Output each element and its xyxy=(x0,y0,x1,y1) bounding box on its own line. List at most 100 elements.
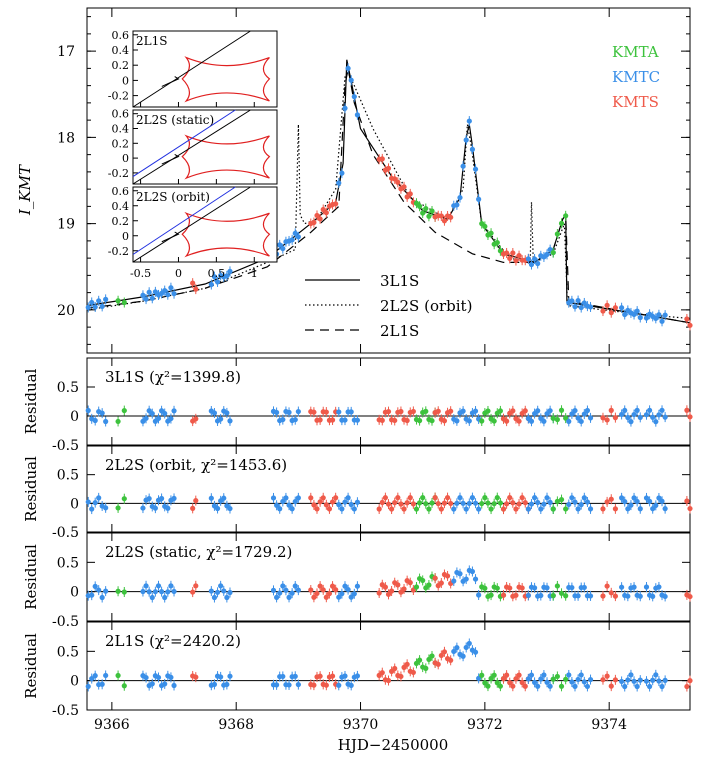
data-point xyxy=(165,292,171,298)
residual-point xyxy=(619,495,625,501)
residual-point xyxy=(544,679,550,685)
residual-y-axis-label: Residual xyxy=(22,456,40,522)
residual-point xyxy=(460,653,466,659)
residual-point xyxy=(342,417,348,423)
residual-point xyxy=(292,417,298,423)
residual-point xyxy=(193,674,199,680)
inset-label: 2L1S xyxy=(136,34,167,48)
residual-point xyxy=(432,575,438,581)
residual-point xyxy=(401,506,407,512)
data-point xyxy=(311,219,317,226)
residual-point xyxy=(687,414,693,420)
residual-point xyxy=(547,499,553,505)
residual-point xyxy=(587,676,594,683)
inset-ytick-label: 0.6 xyxy=(112,185,130,198)
residual-point xyxy=(656,584,662,590)
residual-point xyxy=(277,590,283,596)
data-point xyxy=(171,291,177,297)
residual-ytick-label: 0.5 xyxy=(57,380,79,396)
residual-point xyxy=(604,499,610,505)
residual-point xyxy=(392,500,398,506)
residual-point xyxy=(581,411,587,417)
residual-point xyxy=(566,672,572,678)
residual-point xyxy=(466,418,472,424)
residual-point xyxy=(451,506,457,512)
residual-point xyxy=(653,419,659,425)
data-point xyxy=(214,279,221,285)
residual-point xyxy=(92,417,98,424)
residual-point xyxy=(625,677,631,683)
residual-point xyxy=(488,592,494,598)
residual-point xyxy=(314,590,320,597)
residual-point xyxy=(622,499,628,505)
main-ytick-label: 19 xyxy=(57,217,75,233)
data-point xyxy=(190,280,196,286)
residual-point xyxy=(625,593,631,599)
data-point xyxy=(115,298,121,304)
data-point xyxy=(227,268,233,274)
residual-point xyxy=(317,673,323,679)
residual-point xyxy=(317,499,323,505)
data-point xyxy=(345,65,351,71)
data-point xyxy=(659,318,665,324)
residual-point xyxy=(500,592,507,598)
data-point xyxy=(482,223,488,230)
residual-point xyxy=(637,414,643,420)
residual-point xyxy=(354,417,361,423)
residual-point xyxy=(423,665,429,671)
data-point xyxy=(572,304,578,310)
inset-ytick-label: 0.2 xyxy=(112,215,130,228)
residual-point xyxy=(416,418,423,424)
residual-point xyxy=(563,415,569,421)
inset-xtick-label: -0.5 xyxy=(130,267,151,280)
residual-point xyxy=(398,408,404,415)
residual-point xyxy=(516,672,522,678)
residual-point xyxy=(619,411,625,418)
residual-point xyxy=(103,672,109,679)
residual-point xyxy=(538,506,544,512)
residual-point xyxy=(149,681,155,687)
caustic-curve xyxy=(181,56,271,103)
residual-point xyxy=(500,676,507,682)
residual-point xyxy=(463,506,469,512)
residual-point xyxy=(345,495,351,501)
data-point xyxy=(581,300,587,306)
inset-frame xyxy=(132,109,278,185)
data-point xyxy=(563,213,569,219)
residual-point xyxy=(622,683,628,690)
residual-point xyxy=(563,593,569,599)
residual-point xyxy=(494,680,500,686)
data-point xyxy=(684,316,690,322)
residual-point xyxy=(656,678,662,684)
residual-point xyxy=(460,408,466,414)
residual-point xyxy=(435,408,441,414)
residual-point xyxy=(485,500,491,506)
residual-point xyxy=(572,683,578,689)
residual-point xyxy=(507,680,513,686)
data-point xyxy=(348,77,354,83)
residual-point xyxy=(451,578,457,584)
residual-point xyxy=(600,415,606,421)
legend-kmtc: KMTC xyxy=(612,68,660,86)
residual-point xyxy=(190,505,196,511)
residual-point xyxy=(429,653,435,659)
data-point xyxy=(441,218,448,224)
data-point xyxy=(454,202,460,208)
residual-ytick-label: -0.5 xyxy=(52,525,79,541)
data-points xyxy=(85,63,693,331)
residual-point xyxy=(444,495,451,501)
model-2l2s-orbit-curve xyxy=(86,71,691,320)
residual-point xyxy=(554,673,560,680)
residual-point xyxy=(513,592,519,598)
residual-point xyxy=(96,495,102,501)
inset-label: 2L2S (orbit) xyxy=(136,190,210,204)
residual-point xyxy=(227,673,233,679)
residual-point xyxy=(320,495,326,501)
residual-point xyxy=(656,495,662,501)
residual-point xyxy=(429,500,435,506)
residual-point xyxy=(472,500,479,506)
residual-point xyxy=(472,576,479,582)
residual-point xyxy=(578,418,584,425)
residual-point xyxy=(270,587,277,593)
residual-point xyxy=(469,568,476,575)
